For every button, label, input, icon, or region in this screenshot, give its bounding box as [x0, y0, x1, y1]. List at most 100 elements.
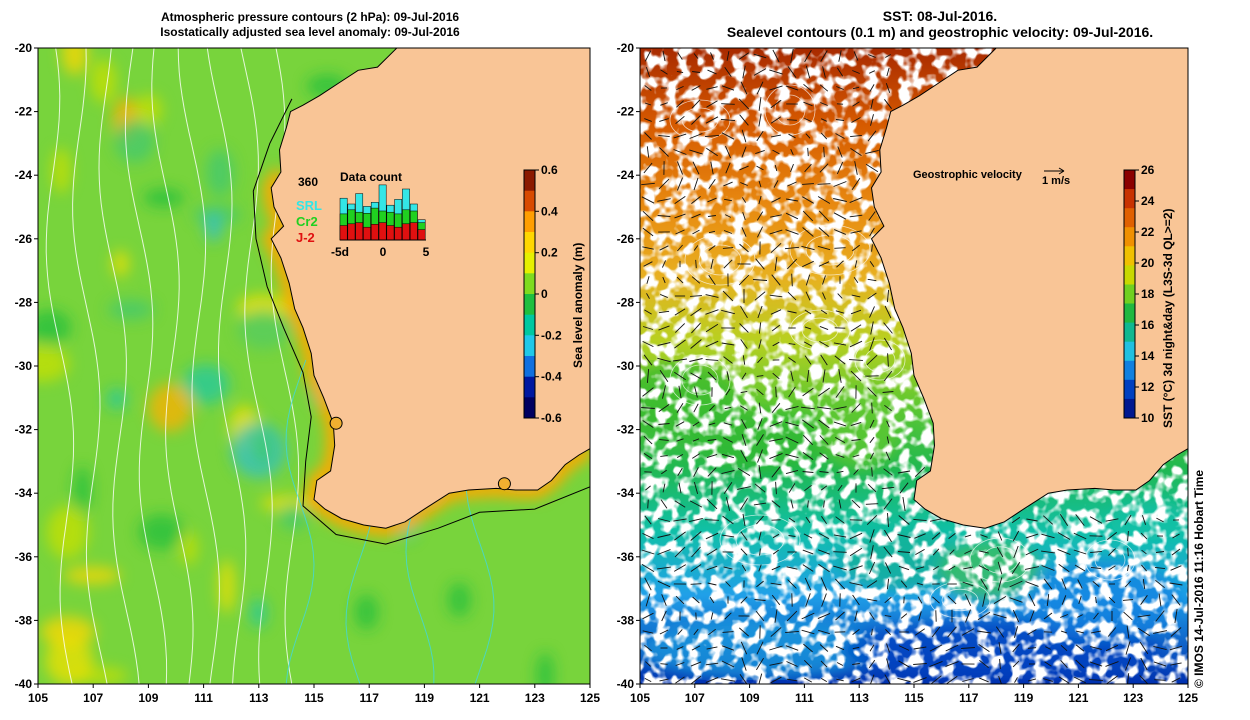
colorbar-segment: [524, 335, 535, 357]
lon-tick-label: 119: [415, 691, 435, 705]
data-count-inset: 360 Data count SRL Cr2 J-2 -5d 0 5: [296, 170, 430, 259]
velocity-scale-label: 1 m/s: [1042, 175, 1070, 187]
imos-credit: © IMOS 14-Jul-2016 11:16 Hobart Time: [1192, 420, 1210, 688]
data-count-bar-j-2: [355, 222, 364, 241]
data-count-bar-j-2: [417, 229, 426, 241]
colorbar-segment: [1124, 341, 1135, 362]
sla-colorbar: 0.6 0.4 0.2 0 -0.2 -0.4 -0.6: [523, 163, 562, 425]
data-count-bar-j-2: [386, 225, 395, 241]
lon-tick-label: 117: [959, 691, 979, 705]
lat-tick-label: -34: [617, 486, 635, 500]
colorbar-tick-label: 0.2: [541, 246, 558, 260]
data-count-bar-j-2: [394, 226, 403, 241]
colorbar-segment: [1124, 360, 1135, 381]
colorbar-tick-label: 0.4: [541, 204, 558, 218]
lon-tick-label: 109: [740, 691, 760, 705]
velocity-scale-arrowhead: [1058, 167, 1065, 175]
sla-colorbar-label: Sea level anomaly (m): [571, 243, 585, 368]
lat-tick-label: -36: [617, 550, 635, 564]
data-count-bar-j-2: [409, 222, 418, 241]
colorbar-segment: [524, 232, 535, 254]
colorbar-tick-label: -0.4: [541, 370, 562, 384]
lon-tick-label: 105: [630, 691, 650, 705]
tide-gauges: [329, 416, 511, 491]
colorbar-tick-label: -0.2: [541, 328, 562, 342]
legend-srl: SRL: [296, 198, 322, 213]
left-lon-axis: 105 107 109 111 113 115 117 119 121 123 125: [28, 684, 600, 705]
lat-tick-label: -20: [617, 41, 635, 55]
data-count-bar-j-2: [402, 223, 410, 241]
lon-tick-label: 125: [580, 691, 600, 705]
colorbar-segment: [524, 170, 535, 192]
colorbar-segment: [1124, 208, 1135, 228]
dc-tick-zero: 0: [380, 245, 387, 259]
colorbar-segment: [1124, 246, 1135, 266]
lat-tick-label: -30: [15, 359, 33, 373]
colorbar-tick-label: 24: [1141, 194, 1155, 208]
colorbar-segment: [524, 190, 535, 212]
data-count-bar-j-2: [339, 225, 348, 241]
colorbar-segment: [1124, 265, 1135, 285]
right-title-line1: SST: 08-Jul-2016.: [882, 8, 998, 24]
lat-tick-label: -32: [15, 423, 33, 437]
lon-tick-label: 115: [904, 691, 924, 705]
dc-tick-right: 5: [423, 245, 430, 259]
lon-tick-label: 111: [795, 691, 814, 705]
lon-tick-label: 109: [138, 691, 158, 705]
lon-tick-label: 125: [1178, 691, 1198, 705]
lon-tick-label: 117: [360, 691, 380, 705]
shelf-edge-contour: [252, 98, 590, 545]
data-count-bar-j-2: [363, 226, 371, 241]
lat-tick-label: -26: [617, 232, 635, 246]
lat-tick-label: -22: [15, 105, 33, 119]
lon-tick-label: 123: [525, 691, 545, 705]
colorbar-segment: [524, 314, 535, 336]
colorbar-segment: [1124, 227, 1135, 247]
lat-tick-label: -24: [617, 168, 635, 182]
colorbar-tick-label: 18: [1141, 287, 1155, 301]
lat-tick-label: -28: [617, 295, 635, 309]
pressure-contours: [45, 48, 300, 684]
colorbar-tick-label: 26: [1141, 163, 1155, 177]
lat-tick-label: -22: [617, 105, 635, 119]
lat-tick-label: -28: [15, 295, 33, 309]
lat-tick-label: -24: [15, 168, 33, 182]
lat-tick-label: -26: [15, 232, 33, 246]
colorbar-tick-label: 0.6: [541, 163, 558, 177]
data-count-bar-j-2: [347, 223, 356, 241]
legend-cr2: Cr2: [296, 214, 318, 229]
colorbar-tick-label: 0: [541, 287, 548, 301]
colorbar-segment: [524, 273, 535, 295]
lat-tick-label: -40: [15, 677, 33, 691]
right-sst-map: 105 107 109 111 113 115 117 119 121 123 125 -20 -22…: [617, 41, 1199, 705]
coastline-right: [870, 48, 1188, 529]
colorbar-tick-label: 22: [1141, 225, 1155, 239]
lon-tick-label: 113: [249, 691, 269, 705]
colorbar-segment: [524, 252, 535, 274]
australia-land: [271, 48, 590, 529]
lat-tick-label: -38: [15, 613, 33, 627]
lat-tick-label: -20: [15, 41, 33, 55]
data-count-bar-j-2: [370, 224, 379, 241]
left-panel-title: Atmospheric pressure contours (2 hPa): 0…: [110, 10, 510, 40]
geostrophic-velocity-arrows: [641, 49, 1183, 684]
tide-gauge-marker: [497, 477, 511, 491]
left-sla-map: 105 107 109 111 113 115 117 119 121 123 125 -20 -22…: [15, 41, 601, 705]
dc-tick-left: -5d: [331, 245, 349, 259]
colorbar-segment: [1124, 379, 1135, 400]
lon-tick-label: 119: [1014, 691, 1034, 705]
colorbar-segment: [1124, 303, 1135, 324]
left-title-line2: Isostatically adjusted sea level anomaly…: [160, 25, 460, 39]
lat-tick-label: -30: [617, 359, 635, 373]
colorbar-tick-label: 12: [1141, 380, 1155, 394]
lon-tick-label: 105: [28, 691, 48, 705]
colorbar-segment: [1124, 170, 1135, 190]
colorbar-segment: [524, 356, 535, 378]
colorbar-tick-label: 16: [1141, 318, 1155, 332]
colorbar-segment: [524, 397, 535, 419]
colorbar-segment: [1124, 322, 1135, 343]
lon-tick-label: 123: [1123, 691, 1143, 705]
data-count-max: 360: [298, 175, 318, 189]
data-count-title: Data count: [340, 170, 402, 184]
